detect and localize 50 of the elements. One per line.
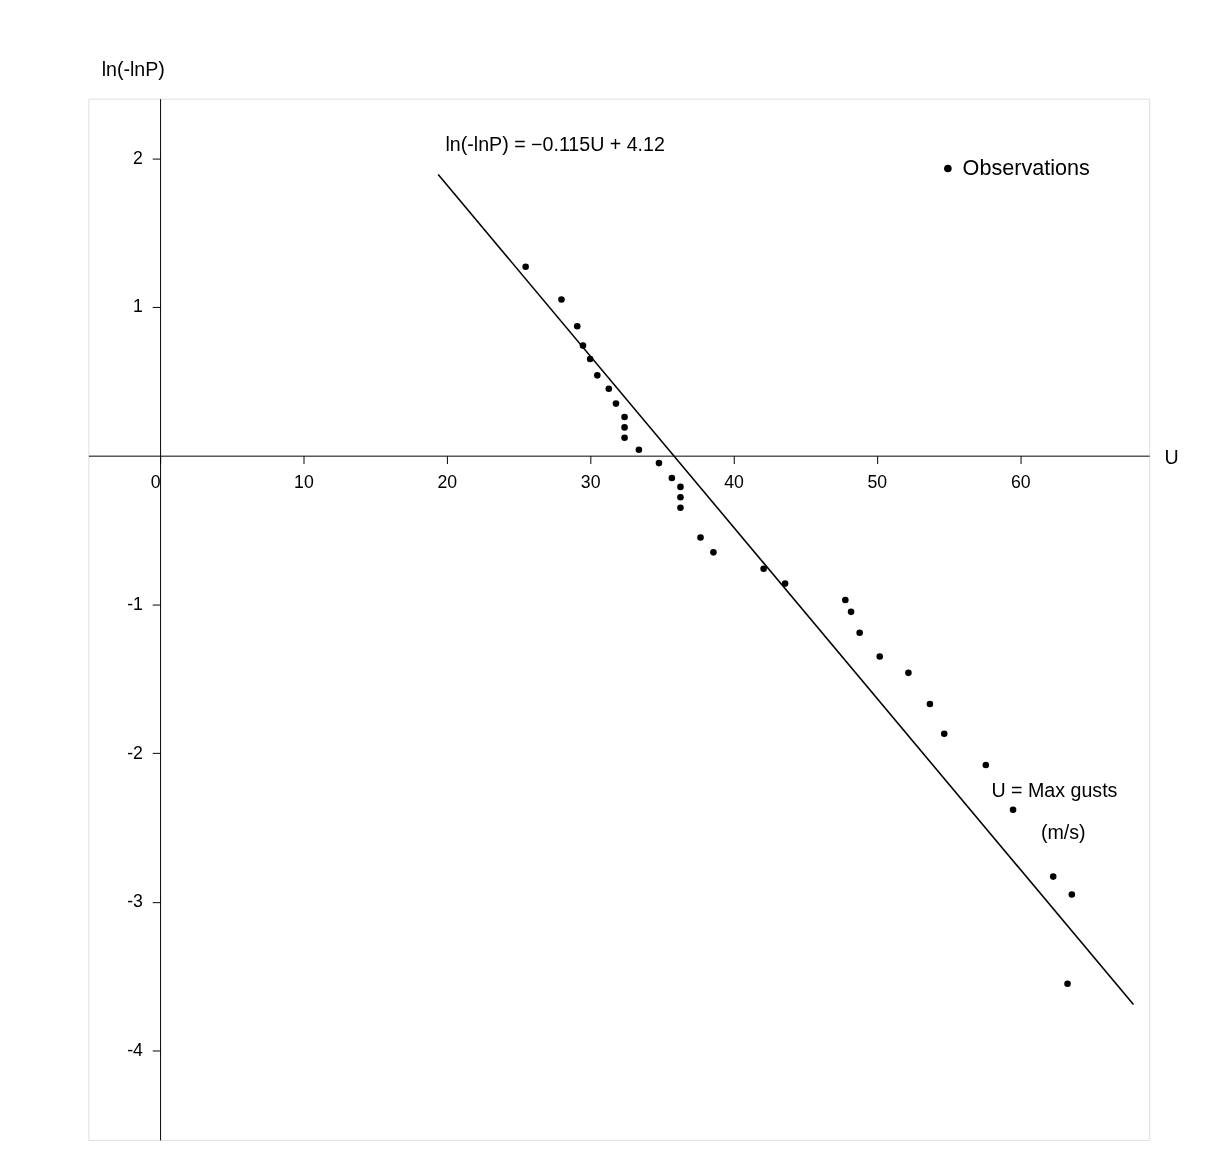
x-axis-title: U	[1164, 446, 1179, 469]
point	[621, 434, 628, 442]
point	[635, 446, 643, 454]
x-tick-label: 30	[580, 471, 601, 492]
x-tick-label: 60	[1010, 471, 1031, 492]
point	[605, 385, 613, 393]
point	[612, 400, 620, 407]
point	[1064, 980, 1071, 987]
point	[655, 459, 663, 467]
x-tick-label: 10	[294, 471, 314, 492]
point	[621, 424, 628, 431]
point	[982, 761, 990, 769]
point	[1009, 806, 1017, 813]
point	[594, 372, 601, 379]
y-tick-label: -1	[127, 593, 143, 614]
annotation: ln(-lnP) = −0.115U + 4.12	[445, 133, 665, 156]
point	[926, 700, 934, 708]
y-tick-label: -3	[127, 891, 144, 912]
y-tick-label: -4	[127, 1040, 144, 1061]
point	[677, 494, 684, 501]
point	[677, 483, 684, 491]
point	[905, 669, 912, 677]
annotation: (m/s)	[1040, 820, 1086, 843]
point	[876, 653, 884, 660]
point	[781, 580, 789, 587]
point	[621, 413, 628, 421]
point	[940, 730, 948, 738]
point	[847, 608, 855, 616]
point	[842, 596, 849, 604]
legend-label: Observations	[962, 155, 1091, 181]
point	[1049, 873, 1057, 880]
y-tick-label: -2	[127, 742, 143, 763]
point	[760, 565, 767, 573]
point	[677, 504, 684, 512]
y-tick-label: 2	[133, 147, 143, 168]
point	[668, 474, 676, 482]
point	[1068, 891, 1076, 898]
point	[558, 296, 565, 303]
x-tick-label: 40	[724, 471, 744, 492]
y-tick-label: 1	[133, 296, 143, 317]
x-tick-label: 20	[437, 471, 458, 492]
x-tick-label: 50	[867, 471, 888, 492]
point	[697, 534, 704, 541]
y-axis-title: ln(-lnP)	[101, 57, 165, 80]
point	[522, 263, 529, 271]
annotation: U = Max gusts	[991, 778, 1118, 801]
point	[710, 549, 717, 556]
point	[573, 322, 581, 330]
x-tick-label: 0	[150, 471, 161, 492]
point	[856, 629, 863, 636]
